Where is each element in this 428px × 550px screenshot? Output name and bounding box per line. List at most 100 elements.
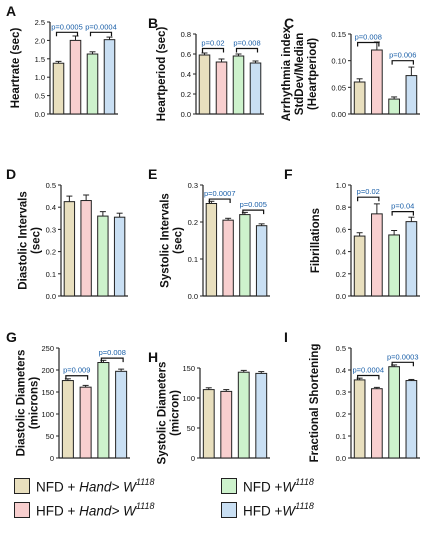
bar <box>353 379 366 459</box>
y-tick-label: 0.5 <box>46 181 56 190</box>
y-tick-label: 0.8 <box>336 203 346 212</box>
y-tick-label: 1.0 <box>35 73 45 82</box>
y-tick-label: 0.10 <box>331 57 346 66</box>
panel-letter: C <box>284 15 294 31</box>
y-tick-label: 100 <box>182 394 195 403</box>
bar <box>388 234 400 297</box>
y-tick-label: 0.8 <box>181 30 191 39</box>
bar <box>205 203 218 297</box>
y-tick-label: 0.3 <box>188 181 198 190</box>
y-tick-label: 50 <box>46 432 54 441</box>
y-tick-label: 0.2 <box>336 410 346 419</box>
bar <box>79 386 92 459</box>
p-value-label: p=0.0007 <box>204 189 236 198</box>
y-tick-label: 0.15 <box>331 30 346 39</box>
y-axis-label: Systolic Diameters <box>157 362 169 465</box>
bar <box>115 370 128 459</box>
y-tick-label: 0.4 <box>336 366 346 375</box>
y-axis-label: Systolic Intervals <box>160 193 172 288</box>
bar <box>353 235 366 297</box>
y-axis-label: (micron) <box>170 390 182 436</box>
panel-letter: D <box>6 166 16 182</box>
y-tick-label: 0.4 <box>336 248 346 257</box>
y-axis-label: Arrhythmia index <box>281 26 293 121</box>
bar <box>222 219 234 297</box>
y-tick-label: 0.00 <box>331 110 346 119</box>
y-tick-label: 0.2 <box>181 90 191 99</box>
legend-swatch-nfd-hand <box>14 478 30 495</box>
p-value-label: p=0.02 <box>357 187 380 196</box>
y-tick-label: 1.0 <box>336 181 346 190</box>
panel-b: B 0.0 0.2 0.4 0.6 0.8 Heartperiod (sec) p=0.02 p… <box>148 15 264 121</box>
legend-swatch-hfd-w <box>221 502 237 519</box>
panel-letter: F <box>284 166 293 182</box>
p-value-label: p=0.009 <box>63 366 90 375</box>
y-tick-label: 2.0 <box>35 36 45 45</box>
legend-label: HFD +W1118 <box>243 501 314 519</box>
y-tick-label: 0 <box>50 454 54 463</box>
y-tick-label: 0.3 <box>336 388 346 397</box>
bar <box>371 49 383 115</box>
bar <box>103 39 116 115</box>
bar <box>388 98 400 115</box>
bar <box>97 362 110 459</box>
panel-i: I 0.0 0.1 0.2 0.3 0.4 0.5 Fractional Shortening… <box>284 329 420 463</box>
panel-letter: A <box>6 3 16 19</box>
y-axis-label: (Heartperiod) <box>307 38 319 110</box>
y-tick-label: 2.5 <box>35 18 45 27</box>
significance-bracket <box>65 375 89 380</box>
y-axis-label: Fibrillations <box>310 208 322 273</box>
legend-item-hfd-w: HFD +W1118 <box>221 501 314 519</box>
bar <box>198 54 211 115</box>
bar <box>97 215 109 297</box>
bar <box>220 390 233 459</box>
y-tick-label: 0.4 <box>181 70 191 79</box>
panel-h: H 0 50 100 150 Systolic Diameters (micron) <box>148 349 270 464</box>
y-axis-label: Heartrate (sec) <box>10 28 22 109</box>
legend-swatch-nfd-w <box>221 478 237 495</box>
bar <box>405 380 418 459</box>
y-tick-label: 200 <box>41 366 54 375</box>
p-value-label: p=0.008 <box>99 348 126 357</box>
bar <box>405 75 418 115</box>
panel-a: A 0.0 0.5 1.0 1.5 2.0 2.5 Heartrate (sec) p=0.00… <box>6 3 118 119</box>
y-tick-label: 0.0 <box>336 454 346 463</box>
panel-letter: B <box>148 15 158 31</box>
p-value-label: p=0.0005 <box>51 22 83 31</box>
p-value-label: p=0.0004 <box>85 22 117 31</box>
bar <box>215 61 228 115</box>
p-value-label: p=0.02 <box>201 39 224 48</box>
y-tick-label: 0.0 <box>336 292 346 301</box>
y-axis-label: Fractional Shortening <box>309 344 321 463</box>
bar <box>113 216 126 297</box>
bar <box>232 55 245 115</box>
significance-bracket <box>55 31 79 37</box>
significance-bracket <box>357 196 380 202</box>
y-tick-label: 250 <box>41 344 54 353</box>
y-tick-label: 0.6 <box>181 50 191 59</box>
legend-item-nfd-hand: NFD + Hand> W1118 <box>14 477 155 495</box>
significance-bracket <box>100 357 124 363</box>
significance-bracket <box>391 361 414 367</box>
panel-c: C 0.00 0.05 0.10 0.15 Arrhythmia index StdDev/… <box>281 15 420 121</box>
y-tick-label: 0.0 <box>188 292 198 301</box>
y-axis-label: Heartperiod (sec) <box>156 27 168 122</box>
y-tick-label: 0.0 <box>46 292 56 301</box>
p-value-label: p=0.008 <box>233 39 260 48</box>
significance-bracket <box>357 374 380 380</box>
y-tick-label: 0.2 <box>46 248 56 257</box>
y-axis-label: (sec) <box>31 227 43 254</box>
legend-label: NFD +W1118 <box>243 477 314 495</box>
y-tick-label: 0.1 <box>188 255 198 264</box>
panel-f: F 0.0 0.2 0.4 0.6 0.8 1.0 Fibrillations p=0.02 p=… <box>284 166 420 301</box>
legend-label: HFD + Hand> W1118 <box>36 501 155 519</box>
significance-bracket <box>89 31 113 37</box>
bar <box>371 388 383 459</box>
panel-letter: G <box>6 329 17 345</box>
p-value-label: p=0.006 <box>389 51 416 60</box>
p-value-label: p=0.008 <box>355 33 382 42</box>
legend-item-hfd-hand: HFD + Hand> W1118 <box>14 501 155 519</box>
legend-swatch-hfd-hand <box>14 502 30 519</box>
significance-bracket <box>391 211 414 216</box>
